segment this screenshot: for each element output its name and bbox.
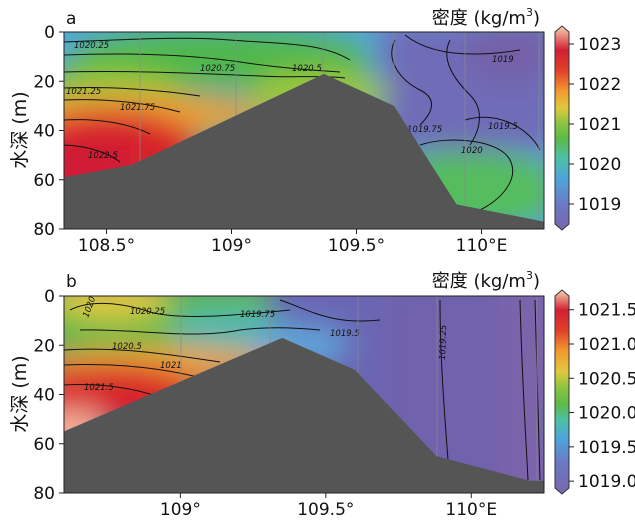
- contour-label: 1019.5: [330, 329, 360, 339]
- x-tick-label: 109°: [211, 236, 252, 256]
- contour-label: 1020.5: [292, 64, 322, 74]
- panel-a-x-ticks: 108.5° 109° 109.5° 110°E: [78, 229, 507, 256]
- x-tick-label: 109.5°: [297, 500, 354, 520]
- colorbar-tick-label: 1019.0: [578, 472, 635, 492]
- panel-a: 1020.25 1020.75 1020.5 1019 1021.25 1021…: [9, 6, 621, 256]
- y-tick-label: 0: [44, 23, 55, 43]
- panel-b-x-ticks: 109° 109.5° 110°E: [160, 493, 497, 520]
- contour-label: 1022.5: [88, 151, 118, 161]
- colorbar-tick-label: 1019: [578, 195, 621, 215]
- panel-a-letter: a: [66, 9, 76, 29]
- y-tick-label: 80: [33, 484, 55, 504]
- panel-a-y-label: 水深 (m): [9, 91, 31, 168]
- contour-label: 1020.5: [112, 342, 142, 352]
- y-tick-label: 40: [33, 122, 55, 142]
- panel-b-letter: b: [66, 272, 77, 292]
- panel-a-seafloor: [64, 73, 544, 229]
- colorbar-tick-label: 1020: [578, 155, 621, 175]
- y-tick-label: 60: [33, 171, 55, 191]
- contour-label: 1021: [160, 361, 182, 371]
- contour-label: 1019.25: [438, 325, 449, 360]
- contour-label: 1019.75: [407, 125, 442, 135]
- contour-label: 1020: [461, 146, 483, 156]
- panel-a-field: 1020.25 1020.75 1020.5 1019 1021.25 1021…: [64, 32, 544, 229]
- panel-a-contours: [64, 34, 541, 211]
- panel-b-y-label: 水深 (m): [9, 355, 31, 432]
- y-tick-label: 0: [44, 287, 55, 307]
- panel-b-colorbar: [554, 289, 570, 495]
- x-tick-label: 108.5°: [78, 236, 135, 256]
- panel-b-y-ticks: 0 20 40 60 80: [33, 287, 64, 504]
- y-tick-label: 60: [33, 435, 55, 455]
- contour-label: 1020.25: [74, 41, 109, 51]
- colorbar-tick-label: 1020.0: [578, 404, 635, 424]
- panel-b-seafloor: [64, 337, 544, 493]
- panel-b: 1020 1020.25 1019.75 1019.5 1020.5 1019.…: [9, 269, 635, 520]
- colorbar-tick-label: 1023: [578, 35, 621, 55]
- colorbar-tick-label: 1022: [578, 75, 621, 95]
- contour-label: 1020.25: [130, 307, 165, 317]
- panel-b-colorbar-ticks: 1021.5 1021.0 1020.5 1020.0 1019.5 1019.0: [569, 301, 635, 492]
- colorbar-tick-label: 1021: [578, 115, 621, 135]
- contour-label: 1019: [492, 55, 514, 65]
- x-tick-label: 110°E: [456, 236, 508, 256]
- y-tick-label: 40: [33, 386, 55, 406]
- x-tick-label: 109°: [160, 500, 201, 520]
- panel-a-y-ticks: 0 20 40 60 80: [33, 23, 64, 240]
- y-tick-label: 80: [33, 220, 55, 240]
- colorbar-tick-label: 1021.0: [578, 335, 635, 355]
- colorbar-tick-label: 1019.5: [578, 438, 635, 458]
- contour-label: 1019.5: [488, 122, 518, 132]
- y-tick-label: 20: [33, 336, 55, 356]
- panel-a-title: 密度 (kg/m3): [432, 6, 540, 29]
- colorbar-tick-label: 1020.5: [578, 369, 635, 389]
- panel-a-colorbar-ticks: 1023 1022 1021 1020 1019: [569, 35, 621, 215]
- y-tick-label: 20: [33, 72, 55, 92]
- contour-label: 1021.75: [120, 103, 155, 113]
- panel-b-title: 密度 (kg/m3): [432, 269, 540, 292]
- x-tick-label: 110°E: [445, 500, 497, 520]
- panel-b-field: 1020 1020.25 1019.75 1019.5 1020.5 1019.…: [64, 296, 544, 493]
- x-tick-label: 109.5°: [328, 236, 385, 256]
- contour-label: 1020.75: [200, 64, 235, 74]
- contour-label: 1021.25: [66, 87, 101, 97]
- colorbar-tick-label: 1021.5: [578, 301, 635, 321]
- panel-a-contour-labels: 1020.25 1020.75 1020.5 1019 1021.25 1021…: [66, 41, 518, 161]
- panel-a-colorbar: [554, 25, 570, 231]
- contour-label: 1019.75: [240, 310, 275, 320]
- contour-label: 1021.5: [84, 383, 114, 393]
